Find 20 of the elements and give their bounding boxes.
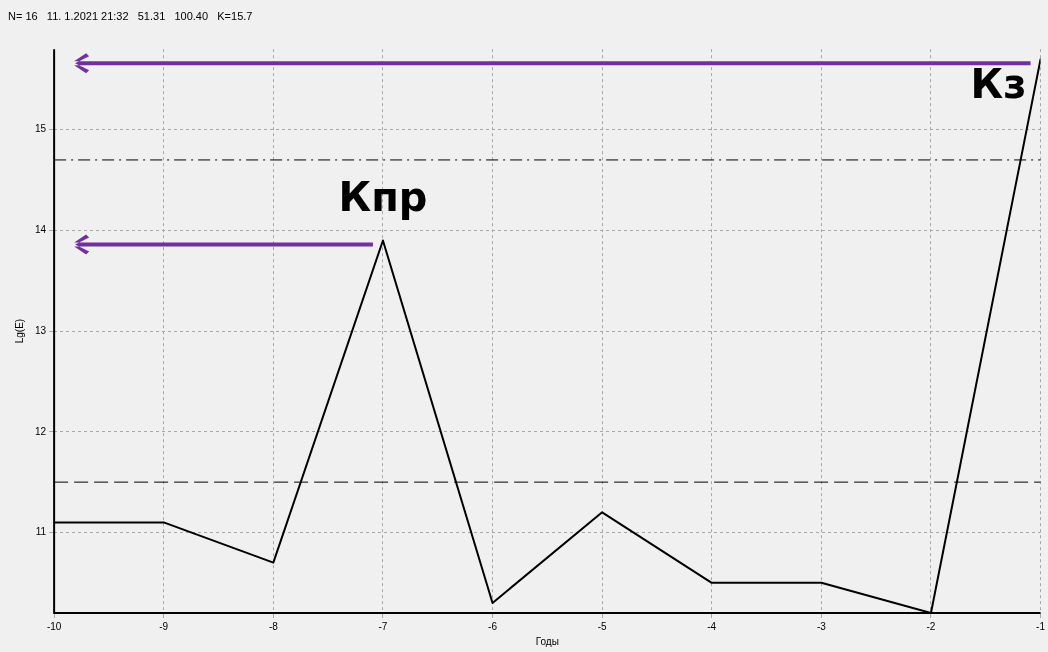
x-tick-label: -2	[926, 620, 936, 632]
x-tick-label: -3	[816, 620, 827, 632]
y-axis-title: Lg(E)	[13, 318, 25, 344]
x-tick-label: -7	[378, 620, 388, 632]
y-tick-label: 13	[35, 324, 47, 336]
x-tick-label: -6	[488, 620, 498, 632]
chart-title: N= 16 11. 1.2021 21:32 51.31 100.40 K=15.7	[8, 9, 253, 22]
annotation: Кпр	[338, 173, 428, 220]
y-tick-label: 15	[35, 123, 47, 135]
x-axis-title: Годы	[535, 635, 559, 647]
y-tick-label: 14	[35, 224, 47, 236]
x-tick-label: -9	[159, 620, 169, 632]
y-tick-label: 11	[35, 526, 47, 538]
x-tick-label: -1	[1036, 620, 1046, 632]
x-tick-label: -8	[268, 620, 279, 632]
x-tick-label: -5	[597, 620, 608, 632]
x-tick-label: -10	[46, 620, 62, 632]
annotation: Кз	[970, 60, 1027, 107]
x-tick-label: -4	[707, 620, 717, 632]
y-tick-label: 12	[35, 425, 47, 437]
